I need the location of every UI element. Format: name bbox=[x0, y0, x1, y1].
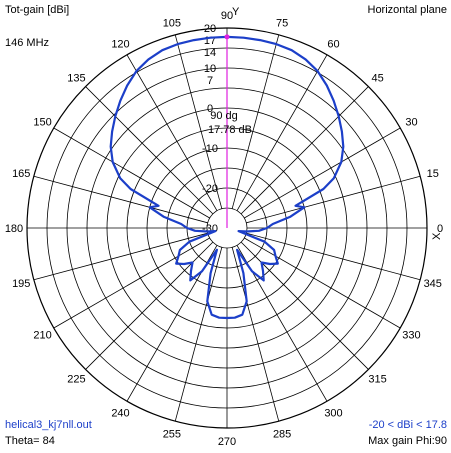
gain-tick-label: 20 bbox=[204, 23, 216, 35]
angle-tick-label: 285 bbox=[273, 429, 291, 441]
angle-tick-label: 150 bbox=[33, 117, 51, 129]
gain-tick-label: 14 bbox=[204, 47, 216, 59]
angle-tick-label: 90 bbox=[221, 10, 233, 22]
angle-tick-label: 135 bbox=[67, 72, 85, 84]
theta-label: Theta= 84 bbox=[5, 435, 55, 447]
max-gain-label: Max gain Phi:90 bbox=[368, 435, 447, 447]
marker-gain-text: 17.78 dB bbox=[208, 124, 252, 136]
grid-spoke bbox=[53, 127, 210, 219]
angle-tick-label: 120 bbox=[111, 39, 129, 51]
gain-axis-label: Tot-gain [dBi] bbox=[5, 4, 70, 16]
grid-spoke bbox=[244, 127, 401, 219]
filename-label: helical3_kj7nll.out bbox=[5, 419, 92, 431]
angle-tick-label: 345 bbox=[424, 278, 442, 290]
y-axis-letter: Y bbox=[232, 6, 240, 18]
grid-spoke bbox=[236, 54, 328, 211]
angle-tick-label: 225 bbox=[67, 374, 85, 386]
angle-tick-label: 30 bbox=[405, 117, 417, 129]
grid-spoke bbox=[240, 86, 369, 215]
gain-pattern-line bbox=[109, 35, 345, 320]
grid-spoke bbox=[174, 34, 223, 209]
grid-spoke bbox=[33, 232, 208, 281]
x-axis-letter: X bbox=[431, 232, 443, 240]
frequency-label: 146 MHz bbox=[5, 37, 50, 49]
angle-tick-label: 270 bbox=[218, 436, 236, 448]
marker-dot bbox=[224, 34, 230, 40]
axis-labels: YX bbox=[232, 6, 443, 240]
gain-tick-label: -20 bbox=[202, 183, 218, 195]
gain-tick-label: -10 bbox=[202, 143, 218, 155]
grid-spokes bbox=[27, 28, 427, 428]
grid-spoke bbox=[85, 86, 214, 215]
grid-spoke bbox=[231, 247, 280, 422]
gain-tick-label: 0 bbox=[207, 103, 213, 115]
plane-label: Horizontal plane bbox=[367, 4, 448, 16]
angle-tick-label: 180 bbox=[5, 223, 23, 235]
angle-tick-label: 195 bbox=[12, 278, 30, 290]
angle-tick-label: 300 bbox=[324, 407, 342, 419]
angle-tick-label: 75 bbox=[276, 17, 288, 29]
grid-spoke bbox=[126, 54, 218, 211]
angle-tick-label: 240 bbox=[111, 407, 129, 419]
angle-tick-label: 255 bbox=[163, 429, 181, 441]
angle-labels: 0 15 30 45 60 75 90 105 120 135 150 165 180 195 210 225… bbox=[5, 10, 443, 448]
max-gain-marker: 90 dg 17.78 dB bbox=[208, 34, 252, 228]
angle-tick-label: 15 bbox=[427, 168, 439, 180]
grid-spoke bbox=[244, 237, 401, 329]
angle-tick-label: 45 bbox=[371, 72, 383, 84]
angle-tick-label: 315 bbox=[368, 374, 386, 386]
grid-spoke bbox=[246, 232, 421, 281]
angle-tick-label: 210 bbox=[33, 330, 51, 342]
angle-tick-label: 105 bbox=[163, 17, 181, 29]
angle-tick-label: 330 bbox=[402, 330, 420, 342]
angle-tick-label: 0 bbox=[437, 223, 443, 235]
angle-tick-label: 60 bbox=[327, 39, 339, 51]
pattern-layer bbox=[109, 35, 345, 320]
grid-spoke bbox=[246, 175, 421, 224]
grid-spoke bbox=[33, 175, 208, 224]
marker-angle-text: 90 dg bbox=[210, 110, 238, 122]
gain-tick-label: 10 bbox=[204, 63, 216, 75]
angle-tick-label: 165 bbox=[12, 168, 30, 180]
grid-spoke bbox=[231, 34, 280, 209]
grid-spoke bbox=[174, 247, 223, 422]
gain-range-label: -20 < dBi < 17.8 bbox=[368, 419, 447, 431]
grid-spoke bbox=[85, 241, 214, 370]
grid-spoke bbox=[53, 237, 210, 329]
grid-spoke bbox=[240, 241, 369, 370]
gain-tick-label: 7 bbox=[207, 75, 213, 87]
